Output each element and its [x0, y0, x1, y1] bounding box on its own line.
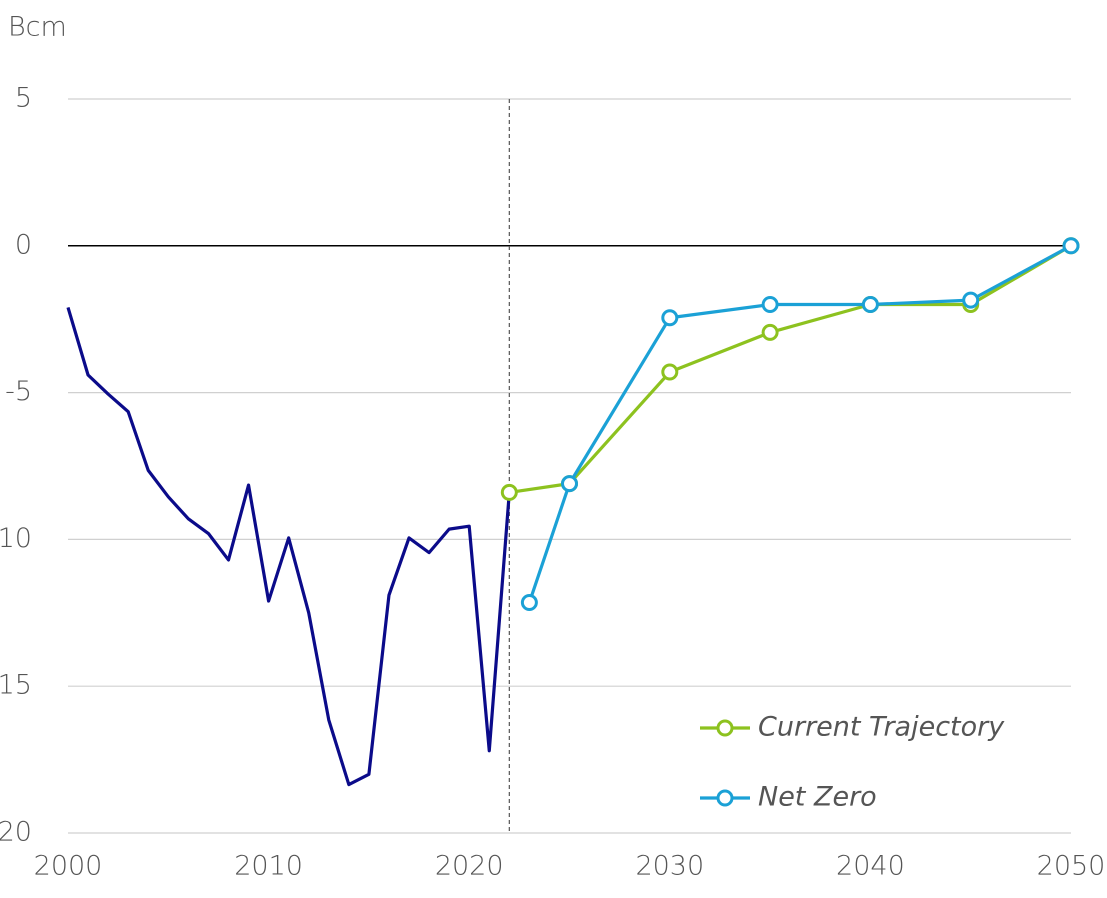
y-tick-label: 5 — [15, 83, 32, 114]
marker — [661, 309, 679, 327]
marker — [561, 475, 578, 493]
marker — [1062, 237, 1080, 255]
marker — [520, 594, 538, 612]
legend-marker — [716, 789, 734, 807]
legend-marker — [716, 719, 734, 737]
y-tick-label: -15 — [0, 670, 32, 701]
x-tick-label: 2010 — [234, 851, 303, 882]
x-tick-label: 2050 — [1037, 851, 1106, 882]
marker — [500, 483, 518, 501]
x-tick-label: 2030 — [635, 851, 704, 882]
marker — [761, 323, 779, 341]
y-tick-label: -5 — [5, 376, 32, 407]
series-line — [509, 244, 1072, 495]
y-tick-label: -10 — [0, 523, 32, 554]
marker — [761, 296, 779, 314]
series-line — [66, 307, 511, 787]
series-line — [527, 244, 1072, 604]
legend-label: Net Zero — [758, 782, 877, 813]
y-axis-label: Bcm — [8, 12, 67, 43]
x-tick-label: 2000 — [34, 851, 103, 882]
y-tick-label: 0 — [15, 229, 32, 260]
y-tick-label: -20 — [0, 817, 32, 848]
legend-label: Current Trajectory — [758, 712, 1005, 743]
x-tick-label: 2020 — [435, 851, 504, 882]
x-tick-label: 2040 — [836, 851, 905, 882]
marker — [861, 296, 879, 314]
marker — [661, 363, 679, 381]
marker — [962, 291, 980, 309]
